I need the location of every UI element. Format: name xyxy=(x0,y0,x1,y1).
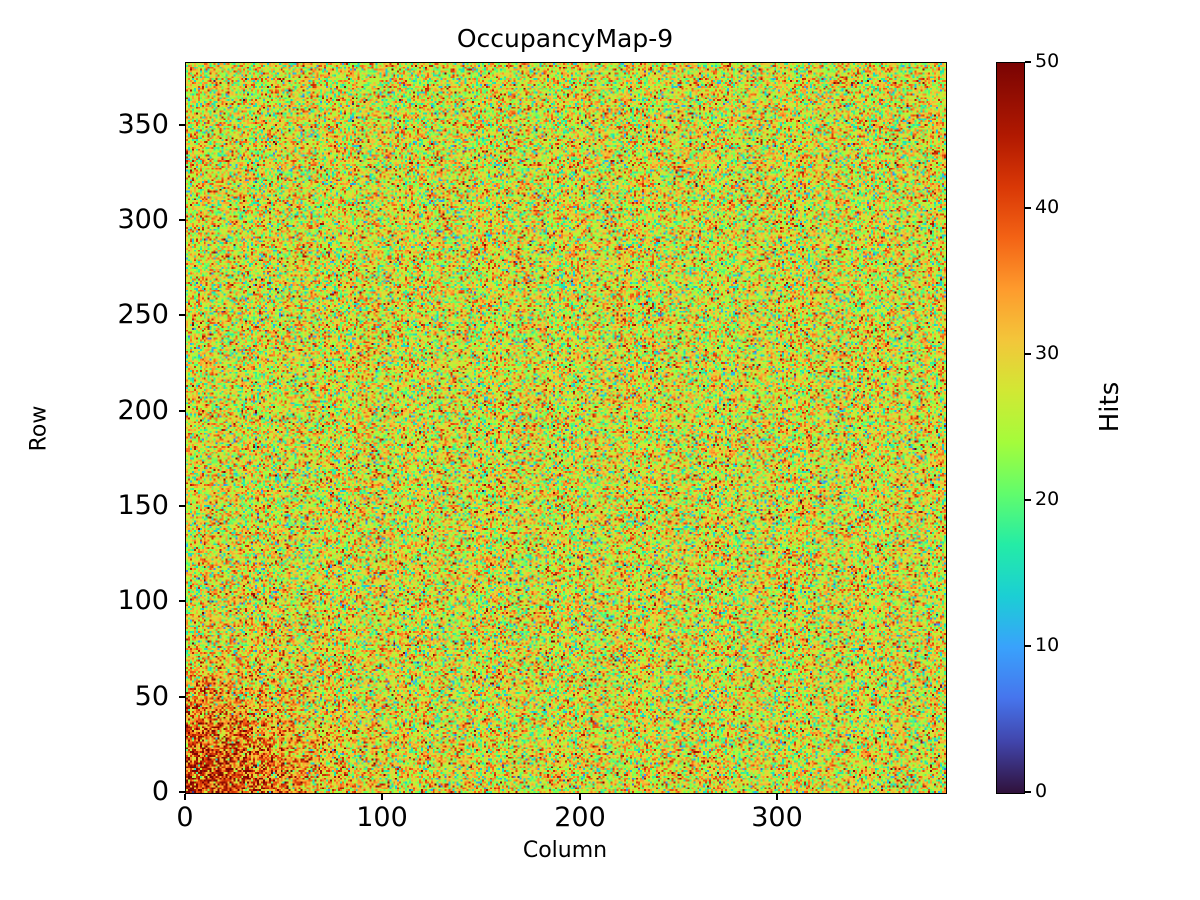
occupancy-heatmap-image[interactable] xyxy=(186,63,946,793)
y-tick-label: 250 xyxy=(117,299,169,330)
y-tick-label: 100 xyxy=(117,585,169,616)
colorbar-tick-label: 40 xyxy=(1035,196,1060,218)
y-tick-label: 50 xyxy=(134,681,169,712)
y-tick-mark xyxy=(179,410,185,412)
page-title: OccupancyMap-9 xyxy=(456,24,674,53)
colorbar-tick-label: 10 xyxy=(1035,634,1060,656)
x-tick-label: 300 xyxy=(751,802,803,833)
colorbar-gradient xyxy=(997,63,1024,793)
x-axis-label: Column xyxy=(522,838,608,863)
y-axis-label: Row xyxy=(26,405,52,452)
x-tick-mark xyxy=(579,794,581,800)
colorbar-tick-mark xyxy=(1025,353,1031,355)
y-tick-label: 150 xyxy=(117,490,169,521)
colorbar-tick-mark xyxy=(1025,791,1031,793)
colorbar[interactable] xyxy=(996,62,1025,794)
y-tick-mark xyxy=(179,219,185,221)
y-tick-mark xyxy=(179,696,185,698)
x-tick-mark xyxy=(776,794,778,800)
colorbar-tick-mark xyxy=(1025,645,1031,647)
colorbar-tick-mark xyxy=(1025,499,1031,501)
y-tick-mark xyxy=(179,124,185,126)
x-tick-label: 0 xyxy=(176,802,194,833)
colorbar-tick-label: 20 xyxy=(1035,488,1060,510)
x-tick-label: 100 xyxy=(356,802,408,833)
y-tick-label: 0 xyxy=(151,776,169,807)
colorbar-label: Hits xyxy=(1095,381,1125,433)
heatmap-axes[interactable] xyxy=(185,62,947,794)
y-tick-label: 200 xyxy=(117,395,169,426)
y-tick-mark xyxy=(179,314,185,316)
colorbar-tick-mark xyxy=(1025,61,1031,63)
colorbar-tick-mark xyxy=(1025,207,1031,209)
y-tick-mark xyxy=(179,505,185,507)
x-tick-mark xyxy=(381,794,383,800)
y-tick-label: 300 xyxy=(117,204,169,235)
x-tick-mark xyxy=(184,794,186,800)
y-tick-label: 350 xyxy=(117,109,169,140)
y-tick-mark xyxy=(179,600,185,602)
y-tick-mark xyxy=(179,791,185,793)
colorbar-tick-label: 50 xyxy=(1035,50,1060,72)
x-tick-label: 200 xyxy=(554,802,606,833)
colorbar-tick-label: 0 xyxy=(1035,780,1048,802)
colorbar-tick-label: 30 xyxy=(1035,342,1060,364)
